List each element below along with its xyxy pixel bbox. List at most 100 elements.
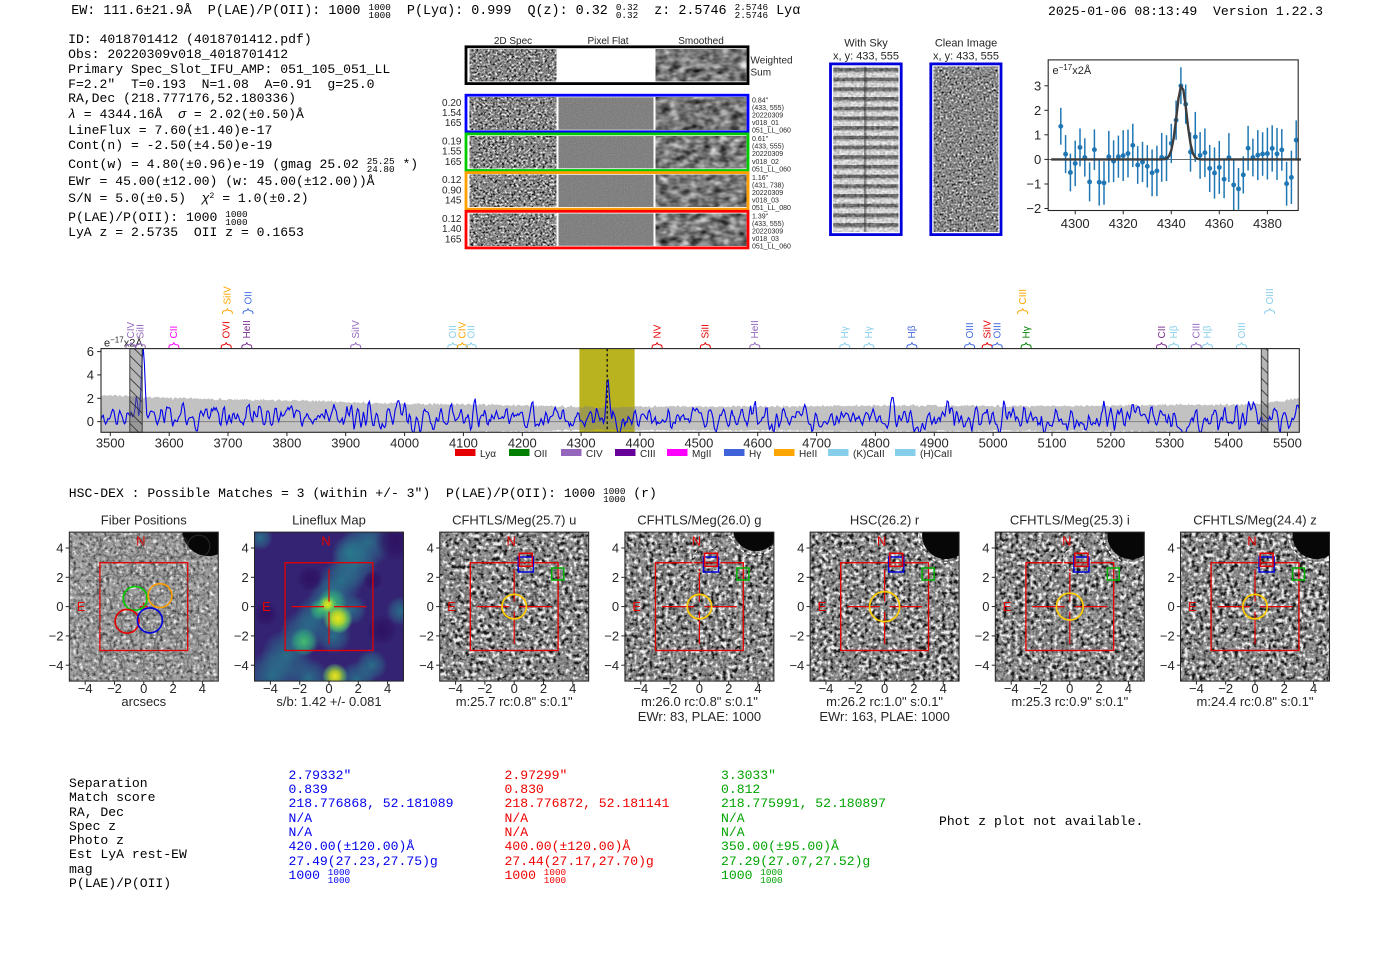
svg-text:0: 0 xyxy=(427,599,434,614)
svg-text:−2: −2 xyxy=(107,681,122,696)
svg-text:051_LL_080: 051_LL_080 xyxy=(752,205,791,212)
svg-text:5500: 5500 xyxy=(1273,436,1302,451)
svg-text:Clean Image: Clean Image xyxy=(935,38,997,50)
svg-text:−1: −1 xyxy=(1026,177,1041,192)
svg-text:4400: 4400 xyxy=(626,436,655,451)
svg-text:3800: 3800 xyxy=(272,436,301,451)
svg-text:4: 4 xyxy=(982,541,989,556)
svg-text:20220309: 20220309 xyxy=(752,113,783,120)
svg-text:4320: 4320 xyxy=(1109,216,1138,231)
svg-text:4340: 4340 xyxy=(1157,216,1186,231)
svg-text:SiIV: SiIV xyxy=(223,286,234,305)
svg-text:−2: −2 xyxy=(292,681,307,696)
svg-text:m:26.2 rc:1.0" s:0.1": m:26.2 rc:1.0" s:0.1" xyxy=(826,694,943,709)
svg-text:051_LL_060: 051_LL_060 xyxy=(752,166,791,173)
svg-text:0: 0 xyxy=(1251,681,1258,696)
svg-text:1.16": 1.16" xyxy=(752,175,769,182)
svg-text:165: 165 xyxy=(445,118,462,129)
svg-text:CFHTLS/Meg(24.4) z: CFHTLS/Meg(24.4) z xyxy=(1193,513,1317,528)
svg-text:4700: 4700 xyxy=(802,436,831,451)
svg-text:OIII: OIII xyxy=(965,322,976,338)
svg-text:165: 165 xyxy=(445,234,462,245)
svg-text:4000: 4000 xyxy=(390,436,419,451)
svg-text:3600: 3600 xyxy=(155,436,184,451)
svg-text:v018_02: v018_02 xyxy=(752,159,779,166)
svg-text:−4: −4 xyxy=(975,658,990,673)
svg-text:−2: −2 xyxy=(1218,681,1233,696)
svg-text:EWr: 83, PLAE: 1000: EWr: 83, PLAE: 1000 xyxy=(638,709,761,724)
svg-text:CIV: CIV xyxy=(126,322,137,339)
svg-text:0.84": 0.84" xyxy=(752,97,769,104)
svg-text:−4: −4 xyxy=(633,681,648,696)
svg-text:Hγ: Hγ xyxy=(1021,326,1032,338)
svg-text:2: 2 xyxy=(797,570,804,585)
svg-text:N: N xyxy=(877,534,886,549)
svg-text:SiIV: SiIV xyxy=(983,320,994,339)
svg-text:2: 2 xyxy=(910,681,917,696)
svg-text:−2: −2 xyxy=(49,629,64,644)
svg-text:4: 4 xyxy=(754,681,761,696)
svg-text:CIII: CIII xyxy=(1192,323,1203,339)
svg-text:−4: −4 xyxy=(604,658,619,673)
svg-text:4: 4 xyxy=(797,541,804,556)
svg-text:−4: −4 xyxy=(234,658,249,673)
svg-text:4600: 4600 xyxy=(743,436,772,451)
svg-text:SiIV: SiIV xyxy=(351,320,362,339)
svg-text:5200: 5200 xyxy=(1096,436,1125,451)
svg-text:4: 4 xyxy=(56,541,63,556)
svg-text:EWr: 163, PLAE: 1000: EWr: 163, PLAE: 1000 xyxy=(819,709,950,724)
svg-text:SiII: SiII xyxy=(701,324,712,338)
svg-text:E: E xyxy=(632,599,641,614)
svg-text:2: 2 xyxy=(169,681,176,696)
svg-text:0: 0 xyxy=(797,599,804,614)
svg-text:Hβ: Hβ xyxy=(1169,325,1180,338)
svg-text:5300: 5300 xyxy=(1155,436,1184,451)
svg-text:CFHTLS/Meg(26.0) g: CFHTLS/Meg(26.0) g xyxy=(637,513,761,528)
svg-text:2: 2 xyxy=(1095,681,1102,696)
svg-text:4: 4 xyxy=(940,681,947,696)
svg-text:−4: −4 xyxy=(419,658,434,673)
svg-text:4: 4 xyxy=(87,368,94,383)
svg-text:−2: −2 xyxy=(477,681,492,696)
svg-text:CIII: CIII xyxy=(1018,289,1029,305)
svg-text:−4: −4 xyxy=(448,681,463,696)
svg-text:HeII: HeII xyxy=(799,449,817,460)
svg-text:E: E xyxy=(77,599,86,614)
svg-text:NV: NV xyxy=(652,324,663,338)
svg-text:5400: 5400 xyxy=(1214,436,1243,451)
svg-text:2: 2 xyxy=(241,570,248,585)
svg-text:0: 0 xyxy=(140,681,147,696)
svg-text:Hβ: Hβ xyxy=(907,325,918,338)
svg-text:N: N xyxy=(1062,534,1071,549)
svg-text:N: N xyxy=(692,534,701,549)
svg-text:−2: −2 xyxy=(789,629,804,644)
svg-text:m:24.4 rc:0.8" s:0.1": m:24.4 rc:0.8" s:0.1" xyxy=(1197,694,1314,709)
svg-text:E: E xyxy=(1188,599,1197,614)
svg-text:Lyα: Lyα xyxy=(480,449,496,460)
svg-text:(431, 738): (431, 738) xyxy=(752,182,784,189)
svg-text:0: 0 xyxy=(1034,152,1041,167)
svg-text:v018_03: v018_03 xyxy=(752,197,779,204)
svg-text:−4: −4 xyxy=(78,681,93,696)
svg-text:4: 4 xyxy=(1167,541,1174,556)
svg-text:Hβ: Hβ xyxy=(1203,325,1214,338)
svg-text:CFHTLS/Meg(25.7) u: CFHTLS/Meg(25.7) u xyxy=(452,513,576,528)
svg-text:(H)CaII: (H)CaII xyxy=(920,449,952,460)
svg-text:m:25.7 rc:0.8" s:0.1": m:25.7 rc:0.8" s:0.1" xyxy=(456,694,573,709)
svg-text:OII: OII xyxy=(243,291,254,304)
svg-text:2D Spec: 2D Spec xyxy=(494,36,532,47)
svg-text:N: N xyxy=(507,534,516,549)
svg-text:0.61": 0.61" xyxy=(752,136,769,143)
svg-text:2: 2 xyxy=(612,570,619,585)
svg-text:−4: −4 xyxy=(819,681,834,696)
svg-text:0.90: 0.90 xyxy=(442,185,462,196)
svg-text:Lineflux Map: Lineflux Map xyxy=(292,513,366,528)
svg-text:4800: 4800 xyxy=(861,436,890,451)
svg-text:4: 4 xyxy=(1310,681,1317,696)
svg-text:2: 2 xyxy=(355,681,362,696)
svg-text:−4: −4 xyxy=(49,658,64,673)
svg-text:0: 0 xyxy=(881,681,888,696)
svg-text:0.12: 0.12 xyxy=(442,214,462,225)
svg-text:4360: 4360 xyxy=(1205,216,1234,231)
svg-text:−2: −2 xyxy=(975,629,990,644)
